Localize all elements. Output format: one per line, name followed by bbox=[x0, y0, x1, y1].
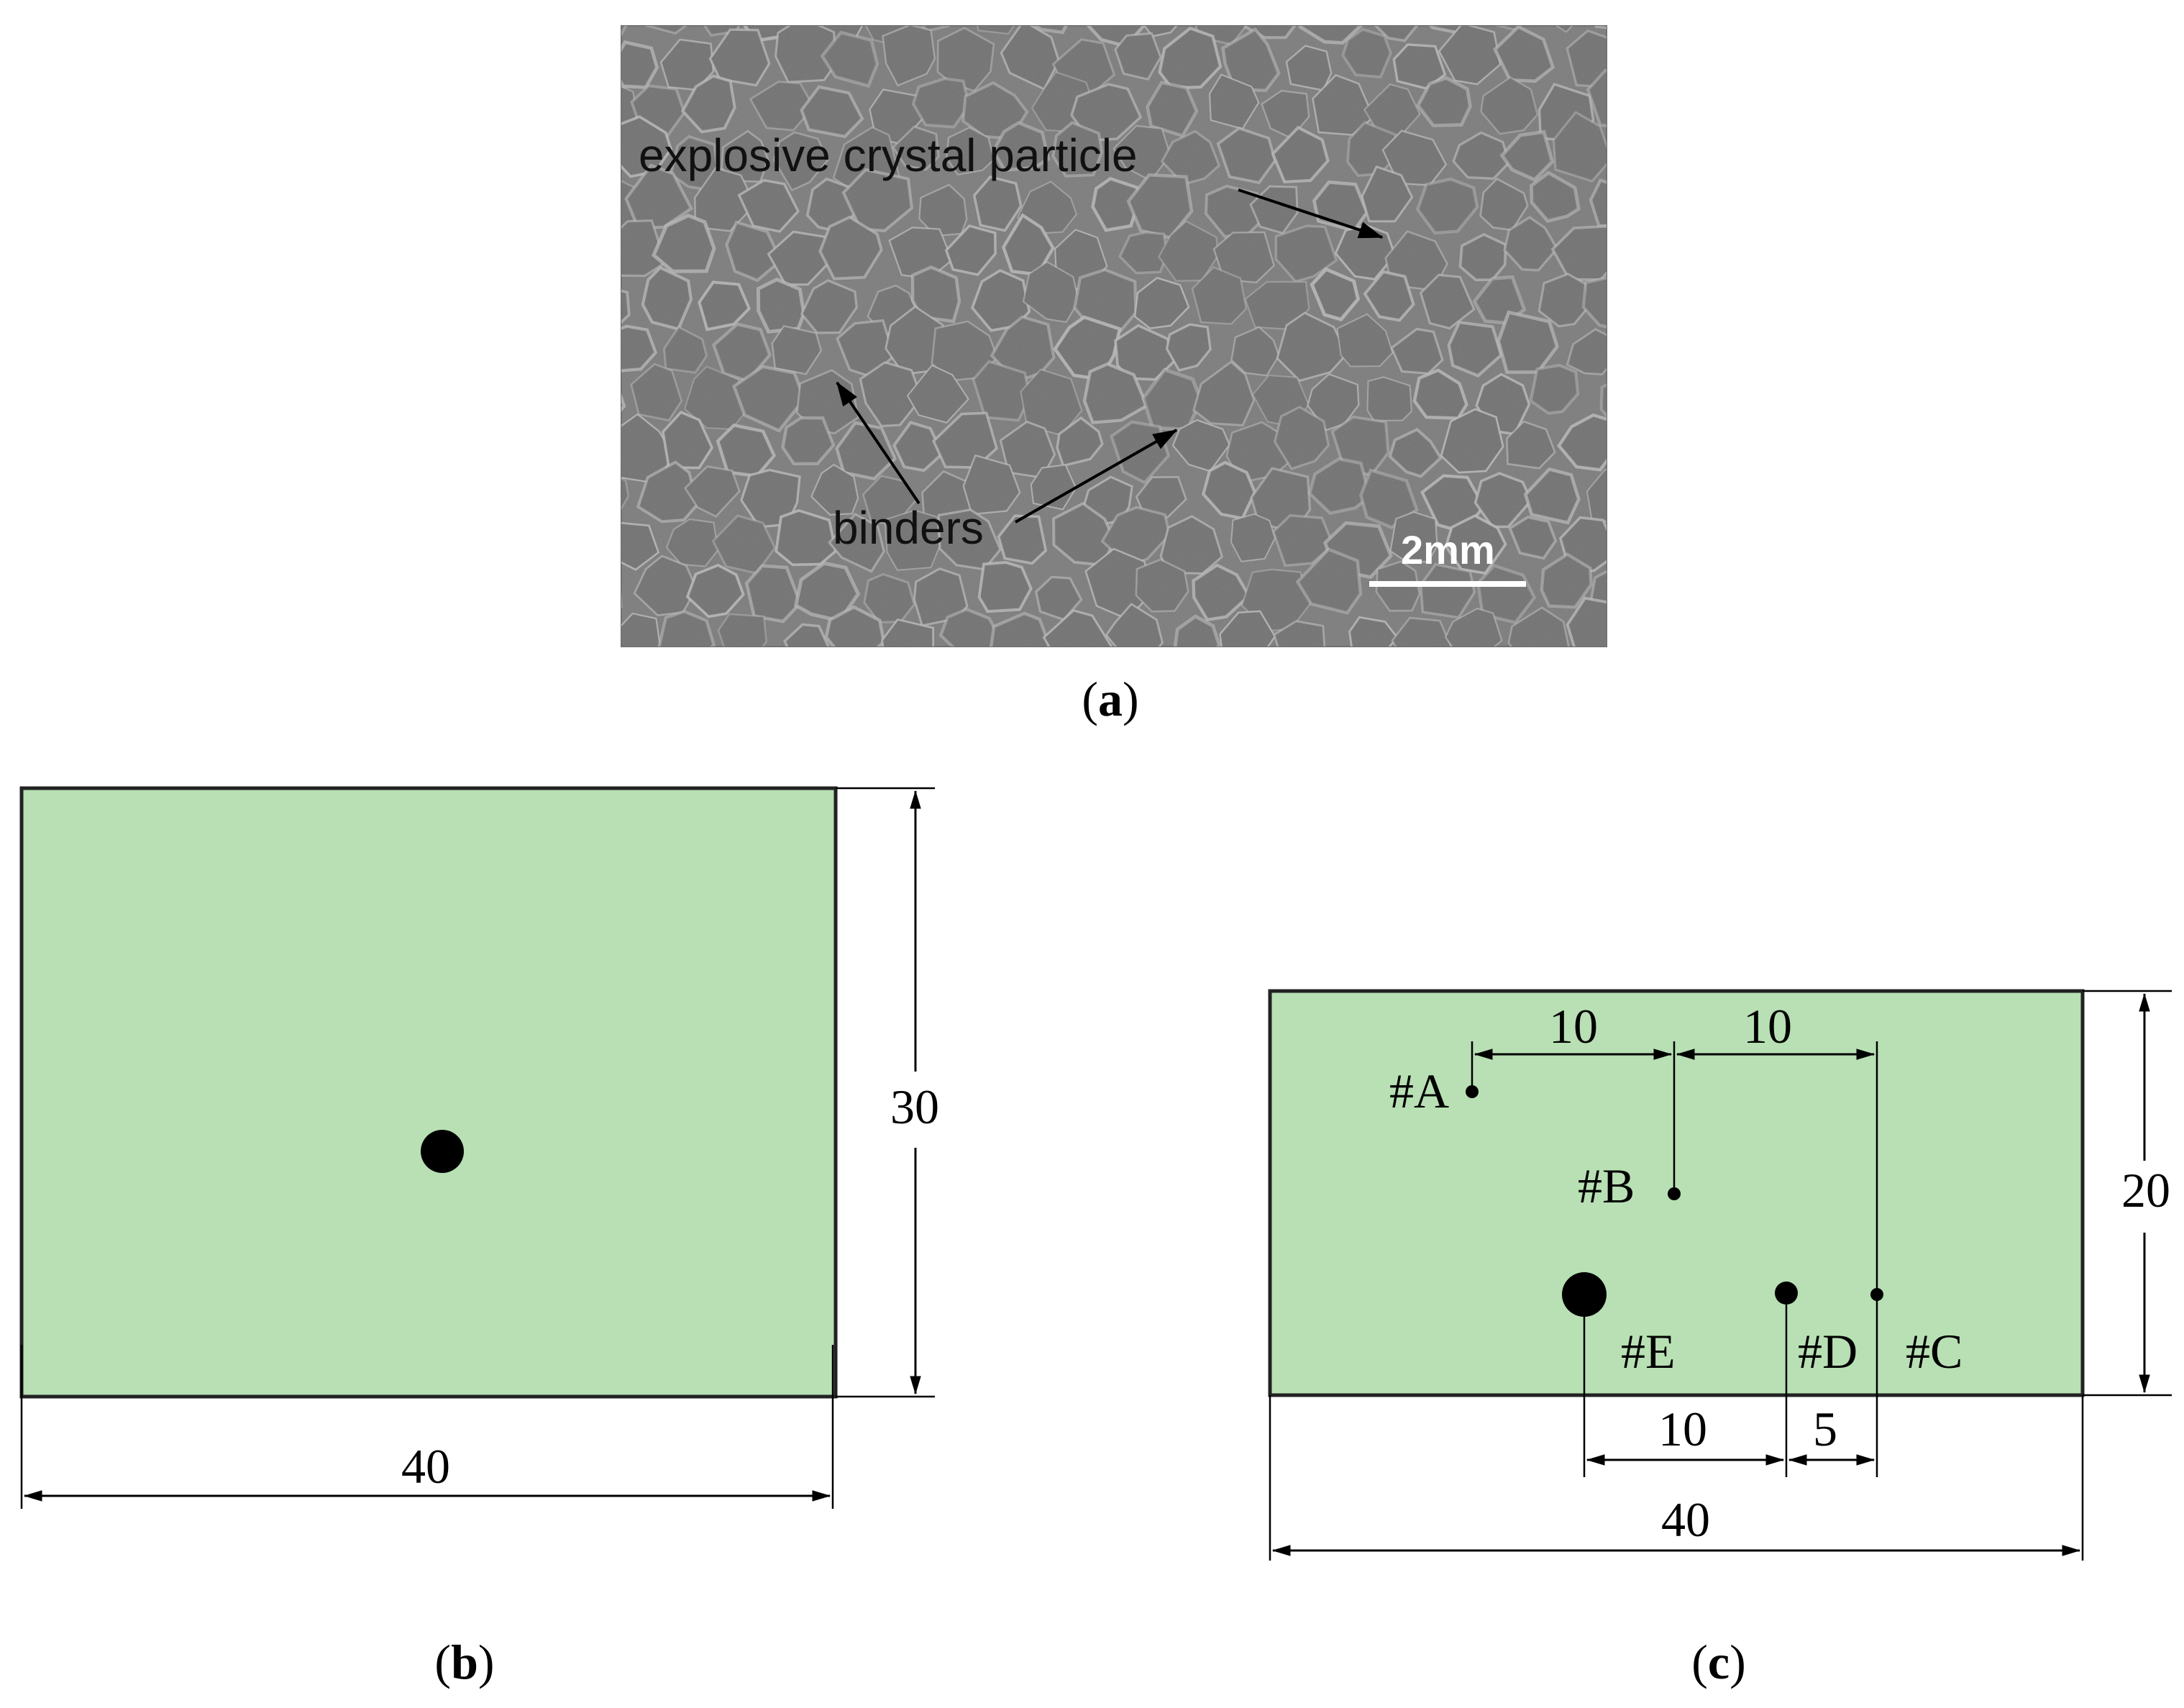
scale-bar-label: 2mm bbox=[1401, 527, 1495, 572]
dim-label-c-height: 20 bbox=[2121, 1163, 2170, 1218]
dim-label-b-width: 40 bbox=[401, 1439, 450, 1494]
gauge-point-d bbox=[1775, 1282, 1798, 1305]
crystal-grain bbox=[1599, 383, 1607, 419]
panel-a-label: (a) bbox=[1082, 672, 1138, 726]
initiation-point-e bbox=[1562, 1272, 1607, 1317]
micrograph-noise bbox=[621, 26, 1607, 647]
dim-label-ab: 10 bbox=[1549, 999, 1598, 1054]
initiation-point-b bbox=[421, 1130, 464, 1173]
panel-c-label: (c) bbox=[1691, 1635, 1746, 1689]
specimen-b bbox=[19, 786, 838, 1399]
point-label-c: #C bbox=[1906, 1324, 1963, 1379]
arrow-binders-right bbox=[1015, 429, 1178, 524]
panel-a: explosive crystal particle binders 2mm (… bbox=[621, 25, 1607, 726]
dim-label-dc: 5 bbox=[1813, 1402, 1837, 1456]
dim-label-bc: 10 bbox=[1743, 999, 1792, 1054]
dim-label-ed: 10 bbox=[1658, 1402, 1707, 1456]
arrow-binders-left bbox=[836, 381, 920, 505]
panel-b-label: (b) bbox=[434, 1635, 494, 1689]
point-label-e: #E bbox=[1621, 1324, 1676, 1379]
dim-label-c-width: 40 bbox=[1661, 1492, 1710, 1547]
crystal-grain bbox=[621, 590, 623, 609]
crystal-grain bbox=[621, 393, 626, 412]
point-label-d: #D bbox=[1798, 1324, 1858, 1379]
annotation-binders: binders bbox=[833, 502, 984, 554]
panel-c: #A #B #E #D #C 10 10 10 5 20 40 (c) bbox=[1268, 989, 2172, 1689]
point-label-b: #B bbox=[1578, 1159, 1635, 1213]
dim-label-b-height: 30 bbox=[890, 1079, 939, 1134]
annotation-explosive-crystal-particle: explosive crystal particle bbox=[639, 129, 1138, 181]
arrow-crystal-particle bbox=[1238, 188, 1384, 239]
panel-b: 30 40 (b) bbox=[19, 786, 939, 1689]
point-label-a: #A bbox=[1389, 1064, 1449, 1118]
